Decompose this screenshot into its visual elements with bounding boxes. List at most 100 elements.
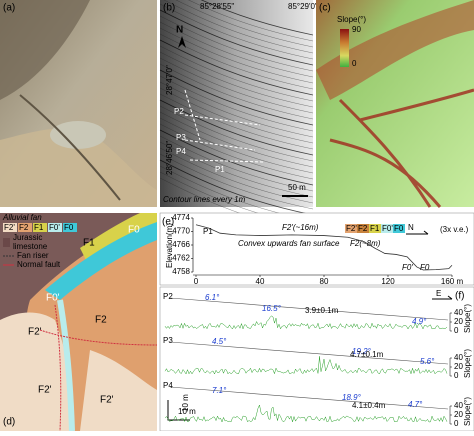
legend-title: Slope(°) xyxy=(337,15,366,24)
slope-label: Slope(°) xyxy=(463,304,472,333)
contour xyxy=(159,105,314,162)
offset: 4.7±0.1m xyxy=(350,350,384,359)
contour xyxy=(159,81,314,138)
unit-label: F0' xyxy=(49,223,60,232)
slope-angle: 6.1° xyxy=(205,293,220,302)
y-tick-label: 4762 xyxy=(172,254,190,263)
lat-tick: 28°47'0" xyxy=(165,65,174,95)
x-tick-label: 160 m xyxy=(441,277,464,286)
unit-swatch xyxy=(63,223,77,232)
legend-label: F2' xyxy=(346,224,357,233)
east-arrow xyxy=(432,295,453,300)
profile-name: P4 xyxy=(163,381,173,390)
contour xyxy=(159,9,314,66)
panel-f: (f) E 10 m 10 m P2 6.1° 16.5° 4.9° 3.9±0.1m 0… xyxy=(159,286,474,432)
north: N xyxy=(408,223,414,232)
contour xyxy=(159,123,314,180)
legend-swatch xyxy=(381,224,393,233)
surface-line xyxy=(169,341,449,365)
lon-tick: 85°28'55" xyxy=(200,2,234,11)
legend-swatch xyxy=(345,224,357,233)
contour xyxy=(159,117,314,174)
panel-e: (e) Elevation(m) P1 (3x v.e.) N F2'(~16m… xyxy=(159,212,474,286)
slope-trace xyxy=(164,356,448,375)
annotation: F2'(~16m) xyxy=(282,223,319,232)
slope-tick-label: 0 xyxy=(454,371,459,380)
contour xyxy=(159,87,314,144)
legend-title: Alluvial fan xyxy=(2,213,42,222)
unit-label: F0 xyxy=(64,223,74,232)
legend-swatch xyxy=(393,224,405,233)
contour xyxy=(159,99,314,156)
unit-swatch xyxy=(18,223,32,232)
panel-b: (b) N 85°28'55" 85°29'0" 28°47'0" 28°46'… xyxy=(159,0,318,234)
offset: 3.9±0.1m xyxy=(305,306,339,315)
lon-tick: 85°29'0" xyxy=(288,2,318,11)
scale-label: 50 m xyxy=(288,183,306,192)
annotation: F0 xyxy=(420,263,430,272)
slope-angle: 4.9° xyxy=(412,317,427,326)
contour xyxy=(159,147,314,204)
faults xyxy=(39,304,158,432)
contour xyxy=(175,0,314,48)
unit-swatch xyxy=(48,223,62,232)
scale-bar xyxy=(167,400,190,421)
unit-f0p xyxy=(57,299,75,432)
slope-tick-label: 20 xyxy=(454,410,463,419)
map-label: F2' xyxy=(38,385,52,396)
contour xyxy=(200,0,314,36)
north-arrow xyxy=(178,36,186,48)
slope-tick-label: 20 xyxy=(454,362,463,371)
panel-d: Alluvial fan F2' F2 F1 F0' F0 Jurassic limes… xyxy=(0,213,158,432)
y-tick-label: 4766 xyxy=(172,240,190,249)
profile-line xyxy=(195,224,453,271)
channels xyxy=(329,88,474,208)
north: N xyxy=(176,25,183,36)
legend-text: Jurassic xyxy=(13,233,42,242)
x-tick-label: 0 xyxy=(194,277,199,286)
unit-f0 xyxy=(45,222,157,300)
surface-line xyxy=(169,297,449,321)
contour xyxy=(159,15,314,72)
legend-label: F1 xyxy=(370,224,380,233)
caption: Contour lines every 1m xyxy=(163,195,246,204)
contour xyxy=(159,45,314,102)
unit-label: F2 xyxy=(19,223,29,232)
y-tick-label: 4770 xyxy=(172,227,190,236)
east: E xyxy=(436,289,441,298)
offset: 4.1±0.4m xyxy=(352,401,386,410)
panel-label: (a) xyxy=(3,3,15,14)
unit-label: F2' xyxy=(4,223,15,232)
panel-c: (c) Slope(°) 90 0 xyxy=(316,0,474,208)
profile-label: P1 xyxy=(215,165,225,174)
contour xyxy=(159,39,314,96)
contour xyxy=(159,159,314,216)
legend-swatch xyxy=(369,224,381,233)
profile-label: P2 xyxy=(174,107,184,116)
legend-text: Normal fault xyxy=(17,260,61,269)
contour xyxy=(159,51,314,108)
annotation: F0' xyxy=(402,263,413,272)
contour xyxy=(159,75,314,132)
legend-label: F0 xyxy=(394,224,404,233)
unit-label: F1 xyxy=(34,223,44,232)
slope-tick-label: 20 xyxy=(454,317,463,326)
panel-label: (f) xyxy=(455,291,464,302)
fan xyxy=(0,128,157,207)
map-label: F1 xyxy=(83,238,95,249)
panel-a: (a) xyxy=(0,0,157,207)
panel-label: (b) xyxy=(163,3,175,14)
contour xyxy=(159,27,314,84)
map-label: F2' xyxy=(28,327,42,338)
slope-angle: 4.7° xyxy=(408,400,423,409)
contour xyxy=(159,57,314,114)
unit-swatch xyxy=(33,223,47,232)
legend-label: F0' xyxy=(382,224,393,233)
profile-name: P2 xyxy=(163,292,173,301)
profile-name: P1 xyxy=(203,227,213,236)
slope-label: Slope(°) xyxy=(463,349,472,378)
x-tick-label: 40 xyxy=(256,277,265,286)
unit-f2p xyxy=(0,312,72,431)
scale-label: 10 m xyxy=(181,394,190,412)
slope-tick-label: 0 xyxy=(454,326,459,335)
